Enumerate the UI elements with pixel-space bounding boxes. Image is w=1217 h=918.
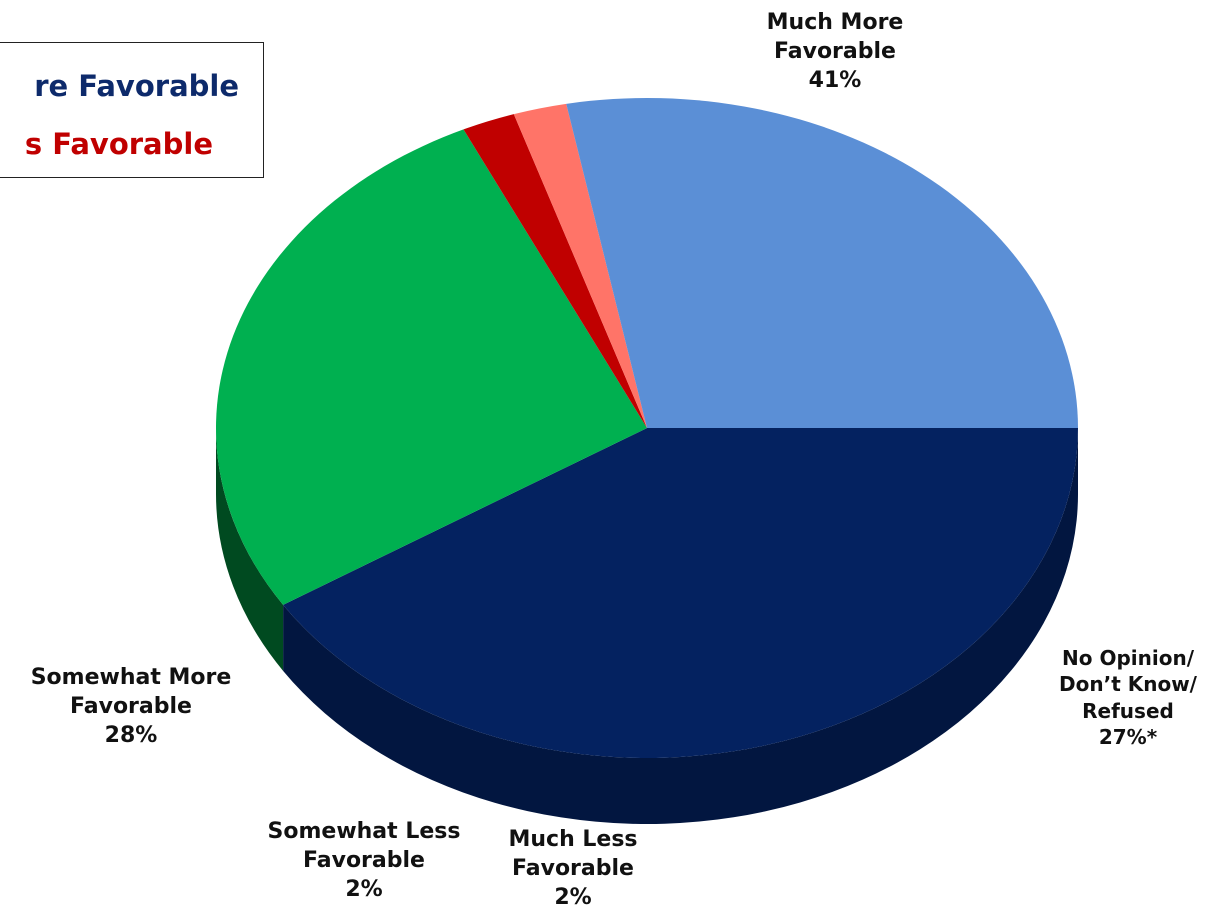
label-percent: 2%: [554, 885, 592, 911]
label-name-line: Much Less: [508, 827, 638, 852]
label-name-line: Don’t Know/: [1059, 672, 1197, 697]
label-somewhat-more-favorable: Somewhat More Favorable 28%: [1, 663, 261, 750]
pie-slice-somewhat-more-favorable: [566, 98, 1078, 428]
pie-slice-much-less-favorable: [463, 114, 647, 428]
label-percent: 2%: [345, 877, 383, 903]
label-name-line: No Opinion/: [1062, 646, 1194, 670]
pie-slice-somewhat-less-favorable: [513, 103, 647, 428]
label-name-line: Somewhat More: [30, 665, 232, 690]
legend-more-favorable: re Favorable: [34, 69, 239, 103]
label-name-line: Refused: [1082, 698, 1174, 723]
pie-side-no-opinion-don-t-know-refused: [216, 428, 284, 671]
legend-box: re Favorable s Favorable: [0, 42, 264, 178]
label-much-more-favorable: Much More Favorable 41%: [725, 8, 945, 95]
label-name-line: Somewhat Less: [267, 819, 461, 844]
label-somewhat-less-favorable: Somewhat Less Favorable 2%: [249, 817, 479, 904]
label-percent: 41%: [808, 68, 862, 94]
pie-slice-much-more-favorable: [283, 428, 1078, 758]
label-name-line: Much More: [766, 10, 904, 35]
label-name-line: Favorable: [303, 848, 425, 874]
label-percent: 28%: [104, 723, 158, 749]
label-name-line: Favorable: [774, 39, 896, 65]
label-name-line: Favorable: [70, 694, 192, 720]
legend-less-favorable: s Favorable: [24, 127, 213, 161]
label-much-less-favorable: Much Less Favorable 2%: [473, 825, 673, 912]
label-no-opinion: No Opinion/ Don’t Know/ Refused 27%*: [1033, 645, 1217, 751]
pie-slice-no-opinion-don-t-know-refused: [216, 129, 647, 605]
label-name-line: Favorable: [512, 856, 634, 882]
pie-side-much-more-favorable: [283, 428, 1078, 824]
label-percent: 27%*: [1098, 725, 1158, 750]
